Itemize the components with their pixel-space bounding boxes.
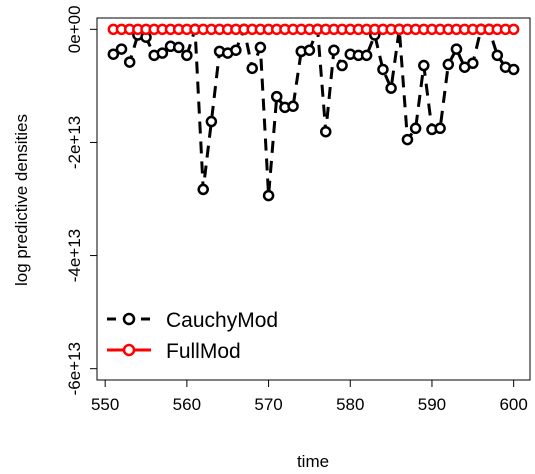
legend-label: FullMod — [166, 340, 241, 363]
x-tick-label: 550 — [91, 395, 119, 414]
x-tick-label: 580 — [336, 395, 364, 414]
point — [418, 59, 430, 72]
point — [409, 122, 422, 135]
point — [270, 90, 283, 103]
x-tick-label: 560 — [173, 395, 201, 414]
point — [262, 189, 275, 202]
point — [450, 43, 463, 55]
legend-marker — [122, 312, 136, 326]
legend-label: CauchyMod — [166, 309, 278, 332]
point — [156, 47, 169, 59]
y-axis-label: log predictive densities — [12, 114, 31, 286]
point — [328, 44, 340, 56]
plot-box — [96, 17, 531, 381]
y-tick-label: -2e+13 — [65, 116, 84, 169]
point — [507, 63, 520, 76]
point — [230, 44, 242, 56]
point — [434, 122, 446, 135]
point — [401, 133, 414, 146]
x-tick-label: 570 — [254, 395, 282, 414]
point — [360, 49, 373, 62]
point — [107, 48, 120, 60]
x-tick-label: 600 — [499, 395, 527, 414]
y-tick-label: -4e+13 — [65, 229, 84, 282]
point — [181, 49, 193, 62]
point — [377, 63, 389, 76]
point — [246, 62, 258, 75]
point — [205, 115, 218, 128]
point — [507, 23, 520, 36]
legend-marker — [122, 343, 136, 357]
point — [467, 57, 479, 69]
point — [197, 183, 209, 196]
x-tick-label: 590 — [418, 395, 446, 414]
point — [123, 56, 136, 68]
point — [336, 59, 348, 72]
x-axis-label: time — [297, 452, 329, 471]
point — [491, 49, 504, 62]
point — [385, 82, 397, 94]
y-tick-label: -6e+13 — [65, 342, 84, 395]
point — [442, 58, 455, 71]
point — [254, 41, 267, 54]
point — [115, 43, 128, 55]
point — [172, 41, 185, 54]
y-tick-label: 0e+00 — [65, 5, 84, 53]
point — [287, 100, 299, 112]
point — [303, 44, 316, 56]
point — [320, 125, 332, 138]
